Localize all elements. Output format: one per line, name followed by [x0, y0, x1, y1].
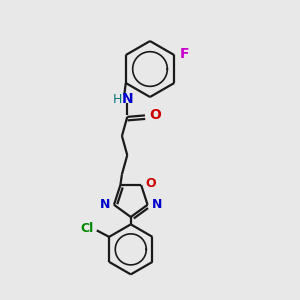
Text: N: N — [122, 92, 133, 106]
Text: H: H — [113, 93, 122, 106]
Text: O: O — [145, 177, 156, 190]
Text: F: F — [179, 46, 189, 61]
Text: N: N — [100, 198, 110, 211]
Text: Cl: Cl — [80, 222, 94, 235]
Text: N: N — [152, 198, 163, 211]
Text: O: O — [149, 108, 161, 122]
